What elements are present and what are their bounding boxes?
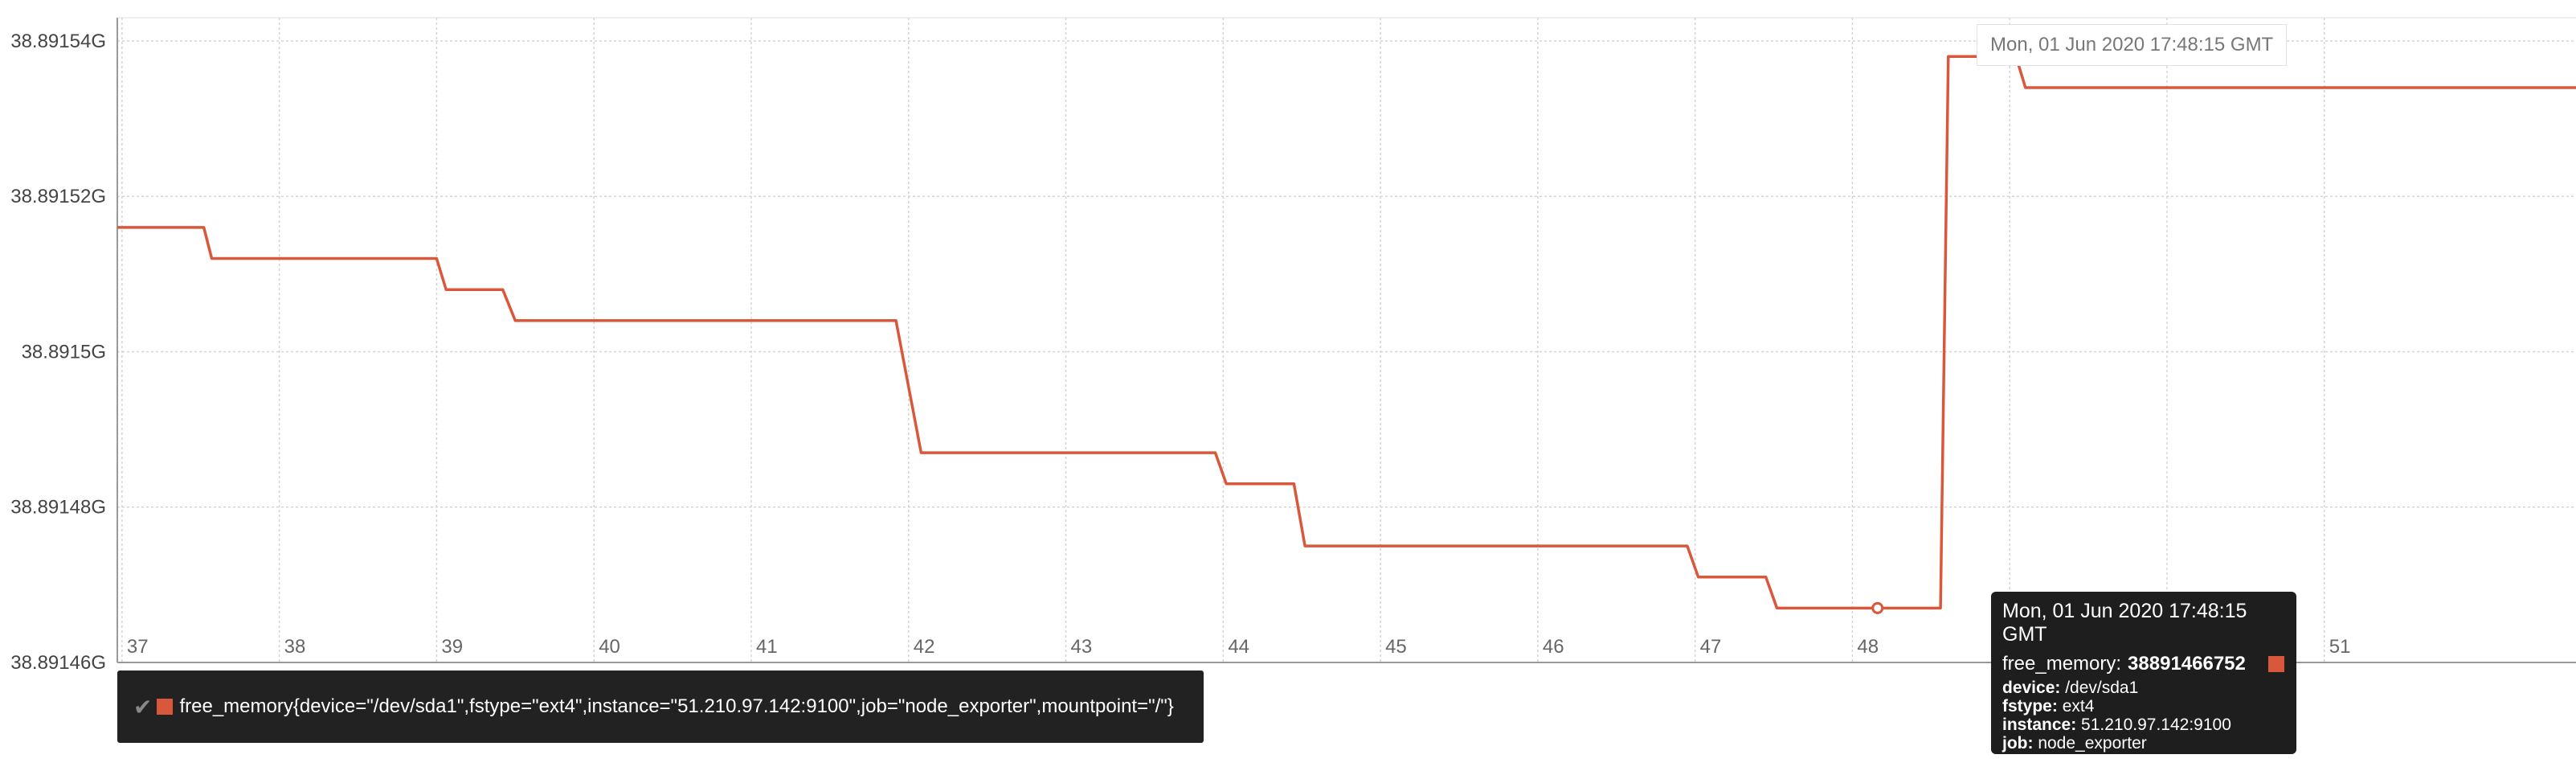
x-tick-label: 45 <box>1385 636 1407 658</box>
x-tick-label: 40 <box>599 636 620 658</box>
axes <box>117 17 2576 663</box>
tooltip-color-swatch <box>2267 656 2284 672</box>
tooltip-label-value: node_exporter <box>2038 734 2147 753</box>
line-chart[interactable]: 38.89146G 38.89148G 38.8915G 38.89152G 38.89… <box>0 0 2576 754</box>
legend[interactable]: ✔ free_memory{device="/dev/sda1",fstype=… <box>117 671 1204 743</box>
x-tick-label: 42 <box>914 636 935 658</box>
y-tick-label: 38.89146G <box>10 652 106 674</box>
tooltip-label-value: /dev/sda1 <box>2065 679 2139 697</box>
x-axis-ticks: 37 38 39 40 41 42 43 44 45 46 47 48 51 <box>127 636 2351 658</box>
tooltip-label-value: 51.210.97.142:9100 <box>2081 716 2231 734</box>
grid-lines <box>117 18 2576 663</box>
tooltip-label-key: fstype: <box>2002 697 2058 716</box>
y-tick-label: 38.89148G <box>10 497 106 519</box>
data-tooltip: Mon, 01 Jun 2020 17:48:15 GMT free_memor… <box>1991 592 2296 771</box>
legend-series-label[interactable]: free_memory{device="/dev/sda1",fstype="e… <box>179 695 1174 717</box>
legend-color-swatch <box>157 699 174 715</box>
tooltip-label-device: device: /dev/sda1 <box>2002 679 2285 697</box>
x-tick-label: 48 <box>1857 636 1879 658</box>
y-tick-label: 38.89152G <box>10 186 106 207</box>
highlight-layer <box>1871 601 1884 614</box>
tooltip-label-instance: instance: 51.210.97.142:9100 <box>2002 716 2285 734</box>
graph-panel: 38.89146G 38.89148G 38.8915G 38.89152G 38.89… <box>0 0 2576 754</box>
series-layer <box>117 55 2576 610</box>
tooltip-metric-name: free_memory: <box>2002 653 2122 675</box>
y-axis-ticks: 38.89146G 38.89148G 38.8915G 38.89152G 38.89… <box>10 31 106 674</box>
x-tick-label: 47 <box>1700 636 1722 658</box>
hover-time-text: Mon, 01 Jun 2020 17:48:15 GMT <box>1990 34 2274 55</box>
tooltip-label-key: device: <box>2002 679 2061 697</box>
x-tick-label: 37 <box>127 636 149 658</box>
x-tick-label: 51 <box>2329 636 2351 658</box>
tooltip-label-value: / <box>2105 753 2111 771</box>
y-tick-label: 38.8915G <box>22 341 106 363</box>
x-tick-label: 41 <box>756 636 778 658</box>
tooltip-label-key: instance: <box>2002 716 2077 734</box>
tooltip-metric-value: 38891466752 <box>2128 653 2246 675</box>
tooltip-label-fstype: fstype: ext4 <box>2002 697 2285 716</box>
x-tick-label: 44 <box>1228 636 1249 658</box>
y-tick-label: 38.89154G <box>10 31 106 52</box>
tooltip-label-key: job: <box>2002 734 2034 753</box>
x-tick-label: 46 <box>1543 636 1564 658</box>
legend-check-icon[interactable]: ✔ <box>133 694 153 720</box>
hover-time-label: Mon, 01 Jun 2020 17:48:15 GMT <box>1977 24 2288 66</box>
tooltip-label-job: job: node_exporter <box>2002 734 2285 753</box>
tooltip-label-mountpoint: mountpoint: / <box>2002 753 2285 771</box>
series-line-free-memory[interactable] <box>117 55 2576 610</box>
hover-point <box>1871 601 1884 614</box>
tooltip-time: Mon, 01 Jun 2020 17:48:15 GMT <box>2002 600 2247 646</box>
tooltip-label-key: mountpoint: <box>2002 753 2101 771</box>
tooltip-value-row: free_memory: 38891466752 <box>2002 653 2285 675</box>
x-tick-label: 38 <box>284 636 306 658</box>
x-tick-label: 39 <box>441 636 463 658</box>
tooltip-label-value: ext4 <box>2062 697 2095 716</box>
x-tick-label: 43 <box>1071 636 1093 658</box>
